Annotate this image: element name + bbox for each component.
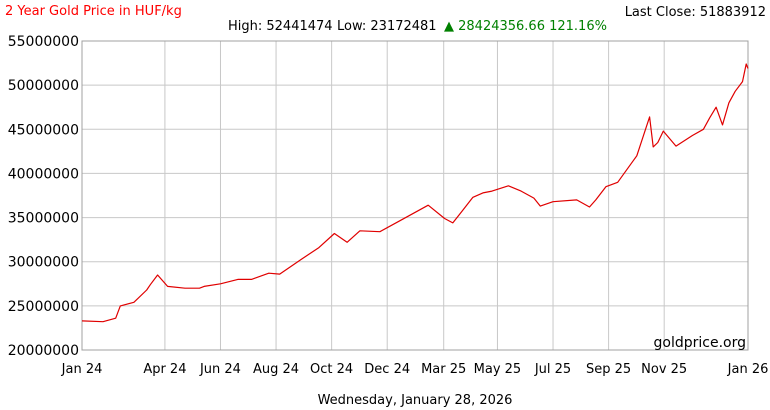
low-label: Low: 23172481 bbox=[337, 19, 437, 34]
x-tick-label: Jun 24 bbox=[199, 362, 241, 377]
plot-frame bbox=[81, 40, 749, 351]
x-tick-label: Jan 24 bbox=[61, 362, 103, 377]
y-tick-label: 40000000 bbox=[8, 166, 79, 182]
x-tick-label: Mar 25 bbox=[421, 362, 466, 377]
y-tick-label: 25000000 bbox=[8, 299, 79, 315]
price-line bbox=[81, 63, 749, 323]
x-tick-label: May 25 bbox=[474, 362, 522, 377]
watermark: goldprice.org bbox=[654, 335, 746, 351]
y-tick-label: 55000000 bbox=[8, 34, 79, 50]
last-close-label: Last Close: 51883912 bbox=[625, 5, 766, 20]
x-tick-label: Jul 25 bbox=[534, 362, 571, 377]
high-label: High: 52441474 bbox=[228, 19, 333, 34]
y-tick-label: 50000000 bbox=[8, 78, 79, 94]
grid-lines bbox=[81, 40, 749, 351]
date-caption: Wednesday, January 28, 2026 bbox=[318, 393, 513, 408]
x-tick-label: Nov 25 bbox=[641, 362, 687, 377]
x-tick-label: Apr 24 bbox=[143, 362, 186, 377]
price-series bbox=[81, 63, 749, 323]
x-tick-label: Dec 24 bbox=[364, 362, 410, 377]
y-tick-label: 45000000 bbox=[8, 122, 79, 138]
y-tick-label: 20000000 bbox=[8, 343, 79, 359]
y-tick-label: 35000000 bbox=[8, 211, 79, 227]
axis-ticks: 20000000 25000000 30000000 35000000 40000000… bbox=[8, 34, 769, 377]
x-tick-label: Jan 26 bbox=[727, 362, 769, 377]
x-tick-label: Aug 24 bbox=[253, 362, 299, 377]
x-tick-label: Sep 25 bbox=[586, 362, 631, 377]
y-tick-label: 30000000 bbox=[8, 255, 79, 271]
chart-title: 2 Year Gold Price in HUF/kg bbox=[5, 4, 182, 19]
x-tick-label: Oct 24 bbox=[310, 362, 353, 377]
change-label: ▲ 28424356.66 121.16% bbox=[444, 19, 607, 34]
